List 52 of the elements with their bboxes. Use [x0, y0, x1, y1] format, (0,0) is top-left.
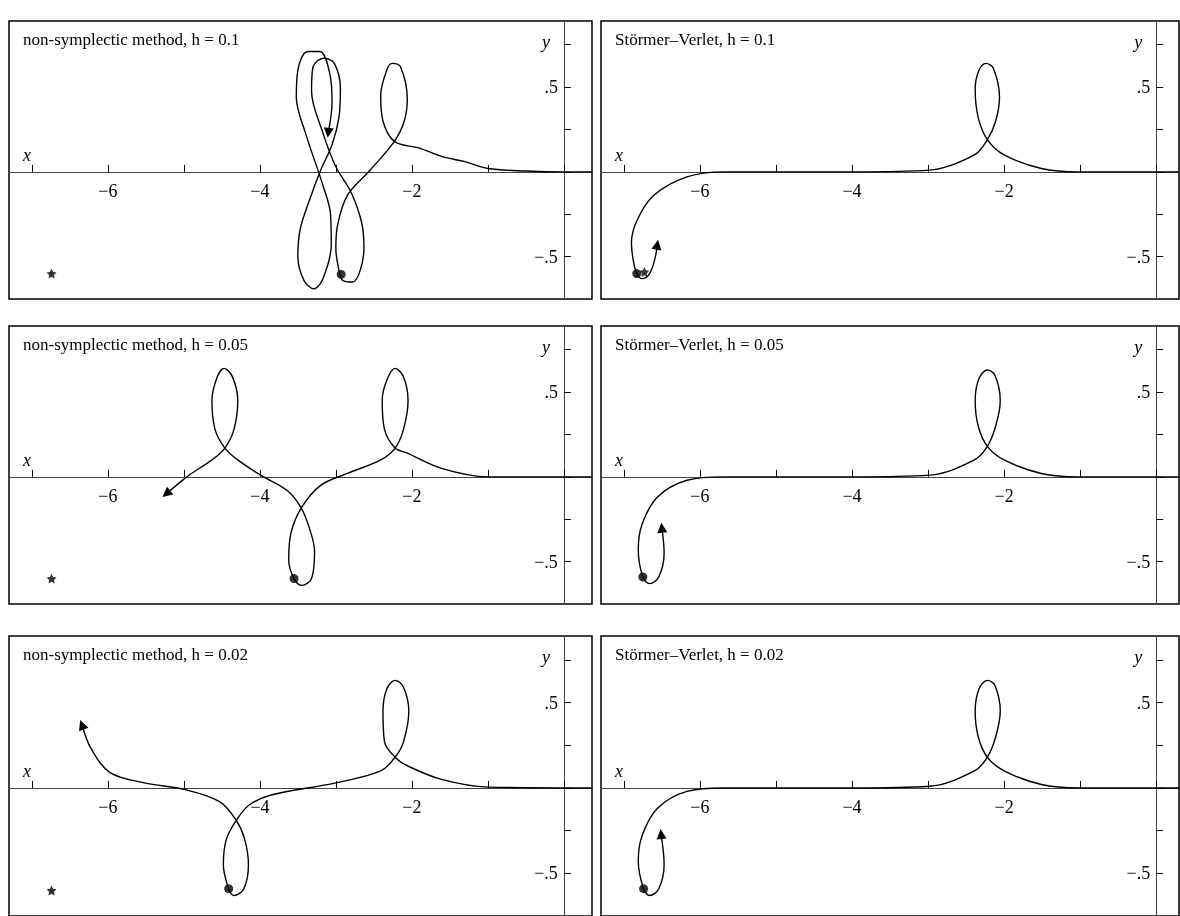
- x-tick-label: −6: [98, 485, 118, 506]
- x-tick-label: −6: [98, 180, 118, 201]
- text: non-symplectic method, h = 0.02: [23, 645, 248, 664]
- y-axis-title: y: [1132, 32, 1143, 52]
- point: [224, 884, 234, 894]
- x-axis-title: x: [22, 760, 31, 781]
- x-tick-label: −6: [690, 180, 710, 201]
- text: Störmer–Verlet, h = 0.05: [615, 335, 784, 354]
- y-axis-title: y: [539, 647, 550, 667]
- y-tick-label: −.5: [1126, 863, 1151, 884]
- y-tick-label: .5: [1136, 77, 1151, 98]
- text: non-symplectic method, h = 0.05: [23, 335, 248, 354]
- y-axis-title: y: [1132, 647, 1143, 667]
- y-axis-title: y: [1132, 337, 1143, 357]
- y-axis-title: y: [539, 32, 550, 52]
- y-tick-label: −.5: [1126, 246, 1151, 267]
- x-tick-label: −4: [250, 796, 270, 817]
- x-axis-title: x: [614, 760, 623, 781]
- x-axis-title: x: [614, 449, 623, 470]
- x-tick-label: −4: [250, 180, 270, 201]
- y-tick-label: .5: [1136, 692, 1151, 713]
- x-tick-label: −2: [402, 796, 422, 817]
- point: [336, 269, 346, 279]
- point: [46, 885, 57, 896]
- x-axis-title: x: [614, 144, 623, 165]
- point: [46, 268, 57, 279]
- x-tick-label: −4: [250, 485, 270, 506]
- y-tick-label: −.5: [534, 863, 558, 884]
- x-tick-label: −4: [842, 180, 862, 201]
- x-axis-title: x: [22, 449, 31, 470]
- x-tick-label: −6: [690, 796, 710, 817]
- x-tick-label: −6: [98, 796, 118, 817]
- x-tick-label: −2: [402, 180, 422, 201]
- text: Störmer–Verlet, h = 0.02: [615, 645, 784, 664]
- x-tick-label: −6: [690, 485, 710, 506]
- y-tick-label: .5: [1136, 382, 1151, 403]
- y-tick-label: −.5: [534, 551, 558, 572]
- y-tick-label: .5: [544, 77, 558, 98]
- x-tick-label: −4: [842, 485, 862, 506]
- y-axis-title: y: [539, 337, 550, 357]
- x-tick-label: −2: [994, 796, 1014, 817]
- x-tick-label: −2: [402, 485, 422, 506]
- x-tick-label: −2: [994, 485, 1014, 506]
- y-tick-label: .5: [544, 382, 558, 403]
- y-tick-label: −.5: [1126, 551, 1151, 572]
- x-tick-label: −4: [842, 796, 862, 817]
- x-tick-label: −2: [994, 180, 1014, 201]
- y-tick-label: .5: [544, 692, 558, 713]
- text: Störmer–Verlet, h = 0.1: [615, 30, 776, 49]
- x-axis-title: x: [22, 144, 31, 165]
- y-tick-label: −.5: [534, 246, 558, 267]
- text: non-symplectic method, h = 0.1: [23, 30, 240, 49]
